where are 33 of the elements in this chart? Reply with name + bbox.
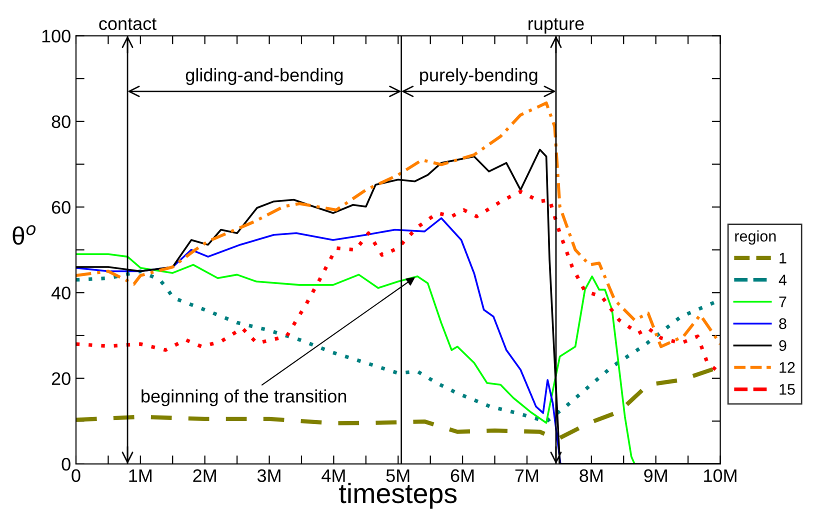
x-tick-label: 10M [704, 469, 736, 482]
y-tick-label: 100 [42, 30, 70, 42]
ref-line-label: rupture [528, 18, 584, 34]
x-tick-label: 8M [580, 469, 602, 482]
annotation: gliding-and-bending [186, 68, 343, 86]
annotation: beginning of the transition [142, 389, 346, 406]
y-tick-label: 80 [52, 115, 70, 128]
legend-label: 9 [779, 340, 786, 351]
x-tick-label: 7M [515, 469, 538, 482]
annotation: purely-bending [420, 68, 538, 86]
legend-title: region [735, 230, 776, 245]
x-tick-label: 6M [450, 469, 474, 482]
x-tick-label: 0 [72, 469, 80, 482]
legend-label: 8 [779, 318, 786, 330]
y-tick-label: 0 [62, 458, 70, 471]
y-tick-label: 40 [51, 286, 70, 300]
x-tick-label: 9M [644, 469, 667, 482]
legend-label: 12 [780, 362, 795, 373]
x-tick-label: 3M [257, 469, 280, 482]
y-tick-label: 20 [52, 372, 70, 386]
legend-label: 15 [780, 384, 795, 395]
legend-label: 1 [780, 252, 786, 264]
legend-label: 4 [778, 274, 787, 286]
y-axis-title: θ$^{o}$ [12, 225, 36, 245]
line-series [76, 101, 720, 348]
x-tick-label: 2M [193, 469, 216, 482]
y-tick-label: 60 [52, 200, 70, 214]
x-axis-title: timesteps [339, 482, 457, 509]
x-tick-label: 4M [322, 469, 345, 482]
legend-label: 7 [779, 296, 786, 308]
x-tick-label: 1M [129, 469, 152, 482]
x-tick-label: 5M [386, 469, 410, 482]
ref-line-label: contact [99, 18, 157, 30]
